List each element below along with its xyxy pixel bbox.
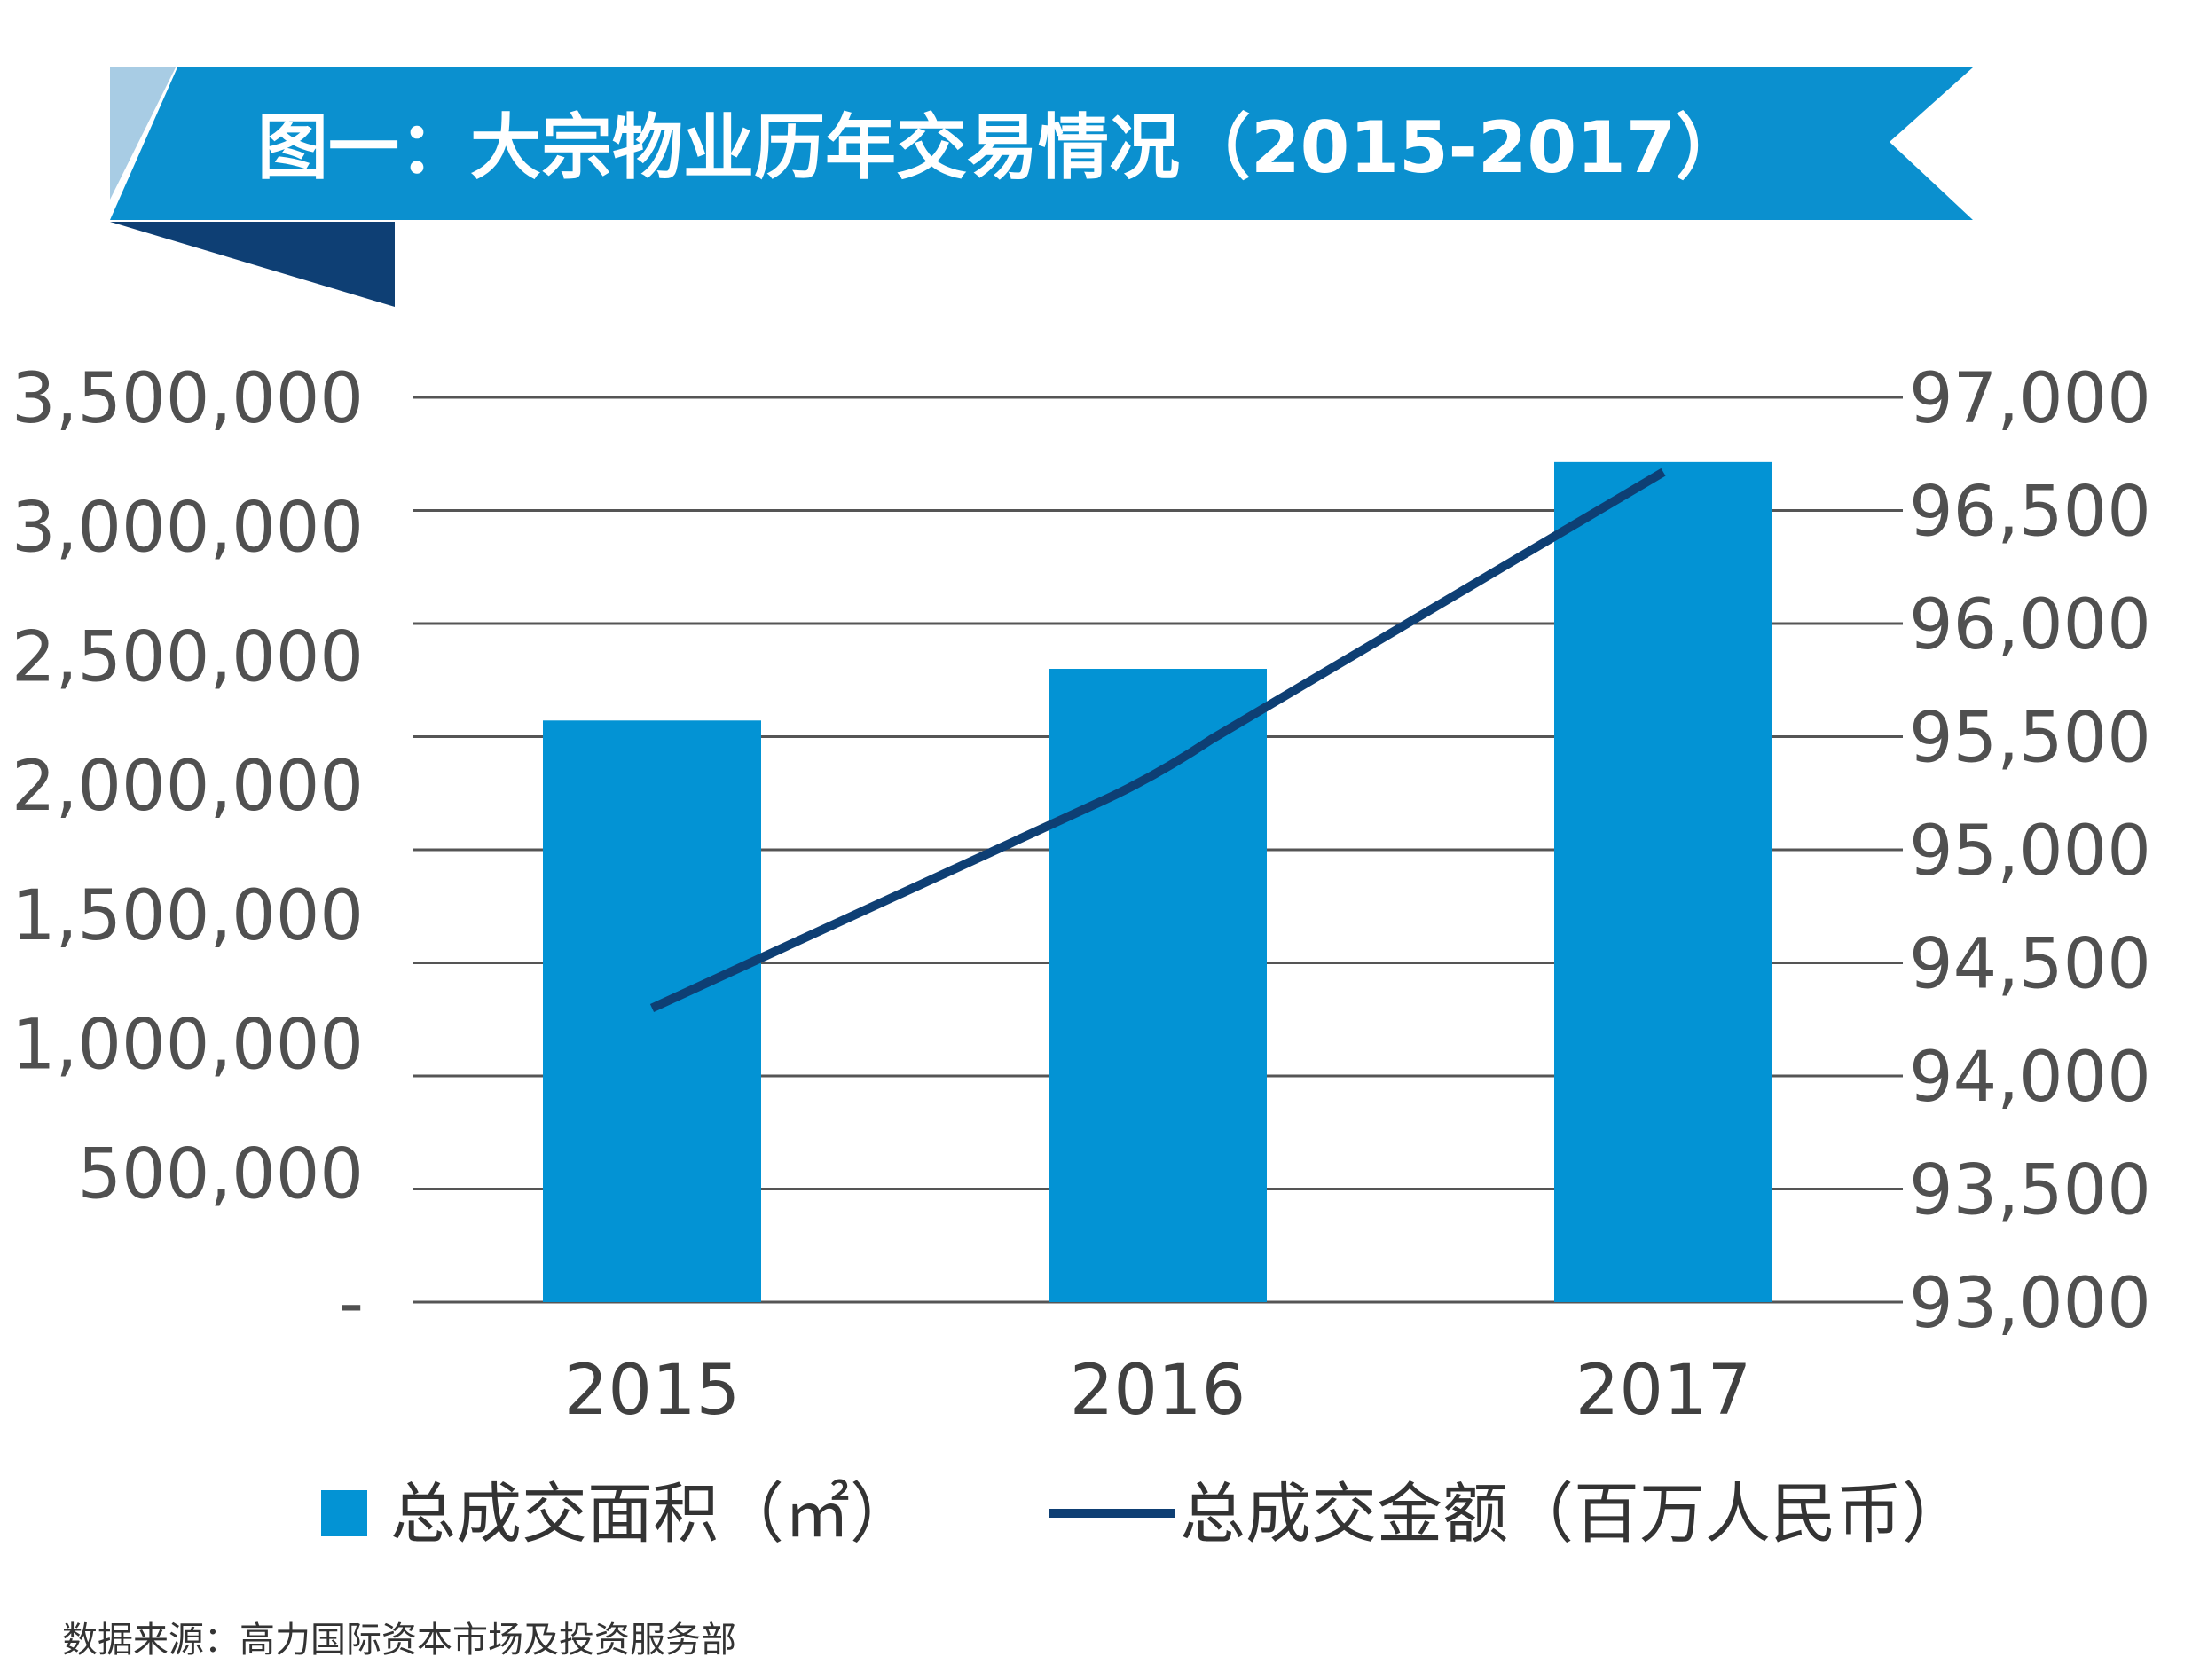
left-tick-label: 500,000: [77, 1134, 364, 1214]
bar-2015: [543, 720, 761, 1302]
right-tick-label: 94,000: [1909, 1038, 2151, 1118]
line-amount: [649, 467, 1666, 1013]
left-tick-label: -: [339, 1264, 364, 1344]
left-tick-label: 3,000,000: [12, 489, 364, 569]
left-tick-label: 2,000,000: [12, 747, 364, 827]
right-tick-label: 94,500: [1909, 925, 2151, 1005]
legend-label-amount: 总成交金额（百万人民币）: [1180, 1476, 1968, 1552]
legend: 总成交面积（㎡） 总成交金额（百万人民币）: [321, 1476, 1968, 1552]
right-tick-label: 97,000: [1909, 359, 2151, 439]
left-tick-label: 3,500,000: [12, 359, 364, 439]
legend-label-area: 总成交面积（㎡）: [390, 1476, 915, 1552]
x-tick-label: 2016: [1070, 1351, 1246, 1431]
right-axis-ticks: 93,000 93,500 94,000 94,500 95,000 95,500 96,0…: [1909, 359, 2151, 1344]
right-tick-label: 93,000: [1909, 1264, 2151, 1344]
banner-dark-fold: [110, 222, 395, 307]
x-tick-label: 2015: [564, 1351, 741, 1431]
left-tick-label: 1,500,000: [12, 876, 364, 956]
title-banner: 图一：大宗物业历年交易情况（2015-2017）: [110, 67, 1973, 307]
right-tick-label: 95,500: [1909, 699, 2151, 779]
bar-2017: [1554, 461, 1772, 1302]
right-tick-label: 93,500: [1909, 1151, 2151, 1231]
bar-series: [543, 461, 1772, 1302]
left-tick-label: 1,000,000: [12, 1006, 364, 1086]
right-tick-label: 95,000: [1909, 812, 2151, 891]
banner-main: [110, 67, 1973, 220]
line-series: [649, 467, 1666, 1013]
x-axis-ticks: 2015 2016 2017: [564, 1351, 1752, 1431]
banner-light-tab: [110, 67, 176, 200]
left-tick-label: 2,500,000: [12, 617, 364, 697]
x-tick-label: 2017: [1575, 1351, 1752, 1431]
source-note: 数据来源：高力国际资本市场及投资服务部: [62, 1620, 736, 1660]
left-axis-ticks: - 500,000 1,000,000 1,500,000 2,000,000 2,500…: [12, 359, 364, 1344]
right-tick-label: 96,000: [1909, 585, 2151, 665]
chart-title: 图一：大宗物业历年交易情况（2015-2017）: [257, 106, 1747, 189]
bar-2016: [1049, 669, 1267, 1302]
legend-swatch-area: [321, 1490, 367, 1536]
right-tick-label: 96,500: [1909, 473, 2151, 553]
